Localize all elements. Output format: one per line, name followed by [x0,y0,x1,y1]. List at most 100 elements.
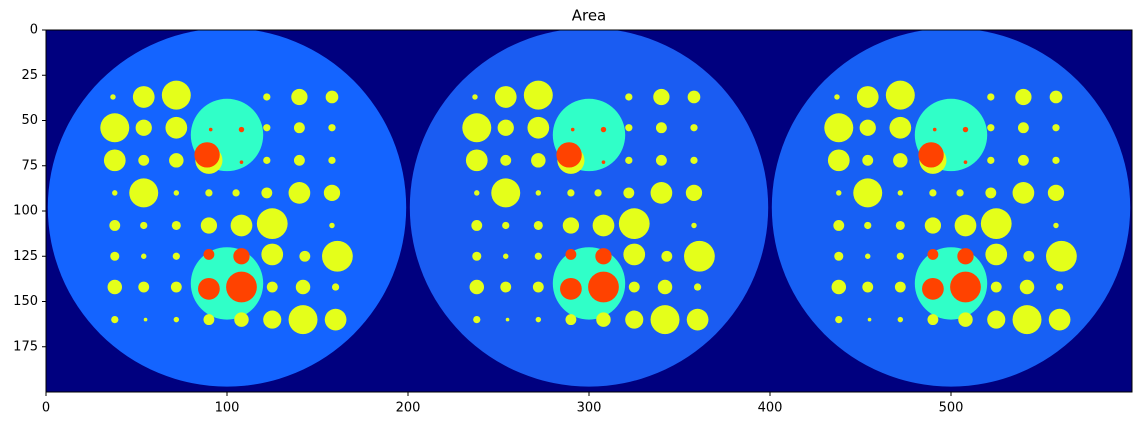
phantom-spot [465,149,488,172]
phantom-spot [494,86,517,108]
phantom-spot [198,277,220,300]
phantom-spot [261,187,273,199]
phantom-spot [328,156,336,164]
phantom-spot [834,251,844,261]
phantom-spot [200,217,218,234]
y-tick-label: 150 [13,294,38,309]
phantom-spot [533,220,543,231]
phantom-spot [1052,156,1060,164]
phantom-spot [958,312,973,327]
phantom-spot [233,248,250,265]
phantom-spot [491,178,521,208]
phantom-spot [853,178,883,208]
y-tick-label: 175 [13,339,38,354]
phantom-spot [322,240,353,272]
phantom-spot [1046,240,1077,272]
phantom-spot [500,154,512,166]
phantom-spot [263,156,271,164]
phantom-spot [625,93,633,101]
phantom-spot [100,113,130,143]
phantom-spot [238,126,245,133]
phantom-spot [172,252,180,260]
phantom-spot [954,214,977,237]
phantom-spot [111,315,119,324]
phantom-spot [472,251,482,261]
phantom-spot [856,86,879,108]
phantom-spot [140,221,148,230]
phantom-spot [985,187,997,199]
phantom-spot [867,317,872,322]
phantom-spot [263,124,271,132]
phantom-spot [927,314,939,326]
phantom-spot [534,252,542,260]
phantom-spot [894,281,906,293]
phantom-spot [929,189,937,197]
phantom-spot [331,283,340,291]
phantom-spot [293,122,305,134]
phantom-spot [657,279,673,295]
phantom-spot [556,142,582,168]
phantom-spot [171,220,181,231]
phantom-spot [1048,308,1071,331]
phantom-spot [266,281,278,293]
phantom-spot [687,90,701,104]
phantom-spot [592,214,615,237]
phantom-spot [927,249,939,260]
phantom-spot [263,310,282,329]
phantom-spot [256,208,288,240]
phantom-spot [565,314,577,326]
phantom-spot [691,222,697,229]
phantom-spot [473,315,481,324]
x-tick-label: 500 [939,401,964,416]
phantom-spot [291,88,308,106]
x-tick-label: 400 [758,401,783,416]
phantom-spot [324,308,347,331]
phantom-spot [232,189,240,197]
phantom-spot [532,281,544,293]
phantom-spot [650,305,680,335]
phantom-spot [885,80,915,110]
phantom-spot [924,217,942,234]
phantom-spot [535,316,542,323]
phantom-spot [567,189,575,197]
phantom-spot [471,220,483,231]
phantom-spot [833,220,845,231]
phantom-spot [897,316,904,323]
phantom-spot [129,178,159,208]
phantom-spot [623,243,646,266]
phantom-spot [980,208,1012,240]
phantom-spot [835,315,843,324]
phantom-spot [562,217,580,234]
phantom-spot [625,124,633,132]
phantom-spot [263,93,271,101]
phantom-spot [601,160,606,164]
phantom-spot [502,221,510,230]
phantom-spot [922,277,944,300]
phantom-spot [234,312,249,327]
x-tick-label: 0 [42,401,50,416]
phantom-spot [109,220,121,231]
phantom-spot [103,149,126,172]
phantom-spot [618,208,650,240]
phantom-spot [693,283,702,291]
x-tick-label: 300 [577,401,602,416]
phantom-spot [135,119,152,136]
phantom-spot [987,93,995,101]
phantom-spot [1017,154,1029,166]
phantom-spot [962,126,969,133]
phantom-spot [655,154,667,166]
phantom-spot [107,279,123,295]
phantom-spot [328,124,336,132]
y-tick-label: 50 [21,113,38,128]
phantom-spot [897,190,904,196]
phantom-spot [1052,124,1060,132]
phantom-spot [505,317,510,322]
phantom-spot [950,271,981,303]
phantom-spot [831,279,847,295]
phantom-spot [859,119,876,136]
phantom-spot [110,94,116,100]
phantom-spot [987,310,1006,329]
phantom-spot [226,271,257,303]
phantom-spot [500,281,512,293]
